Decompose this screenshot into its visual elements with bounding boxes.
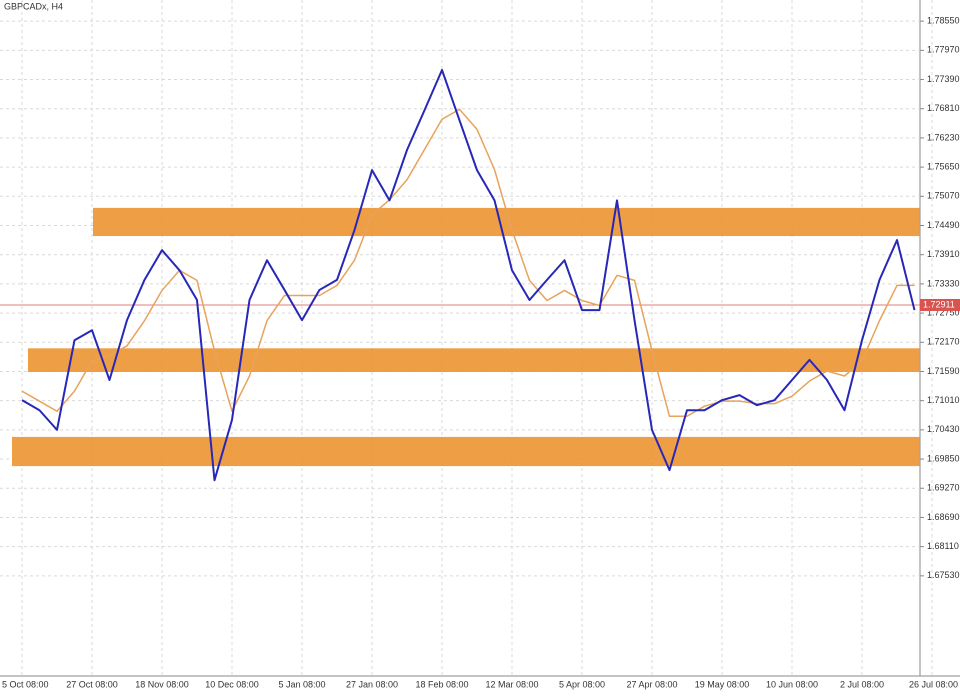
x-tick-label: 10 Jun 08:00 xyxy=(766,679,818,689)
y-tick-label: 1.76230 xyxy=(927,132,960,142)
y-tick-label: 1.72750 xyxy=(927,307,960,317)
y-tick-label: 1.74490 xyxy=(927,220,960,230)
y-tick-label: 1.77970 xyxy=(927,45,960,55)
x-tick-label: 27 Apr 08:00 xyxy=(626,679,677,689)
x-tick-label: 10 Dec 08:00 xyxy=(205,679,259,689)
last-price-label: 1.72911 xyxy=(923,299,955,309)
y-tick-label: 1.77390 xyxy=(927,74,960,84)
y-tick-label: 1.69270 xyxy=(927,483,960,493)
y-tick-label: 1.69850 xyxy=(927,453,960,463)
y-tick-label: 1.78550 xyxy=(927,16,960,26)
x-tick-label: 5 Oct 08:00 xyxy=(2,679,49,689)
x-tick-label: 27 Jan 08:00 xyxy=(346,679,398,689)
y-tick-label: 1.73330 xyxy=(927,278,960,288)
support-resistance-zone xyxy=(28,348,920,372)
y-tick-label: 1.70430 xyxy=(927,424,960,434)
x-tick-label: 2 Jul 08:00 xyxy=(840,679,884,689)
x-tick-label: 19 May 08:00 xyxy=(695,679,750,689)
x-tick-label: 18 Feb 08:00 xyxy=(415,679,468,689)
x-tick-label: 5 Apr 08:00 xyxy=(559,679,605,689)
y-tick-label: 1.72170 xyxy=(927,337,960,347)
price-line xyxy=(21,68,916,482)
x-tick-label: 12 Mar 08:00 xyxy=(485,679,538,689)
y-tick-label: 1.73910 xyxy=(927,249,960,259)
y-tick-label: 1.68110 xyxy=(927,541,959,551)
y-tick-label: 1.71590 xyxy=(927,366,960,376)
y-tick-label: 1.67530 xyxy=(927,570,960,580)
y-tick-label: 1.75650 xyxy=(927,161,960,171)
last-price-box xyxy=(920,298,960,311)
y-tick-label: 1.75070 xyxy=(927,191,960,201)
y-tick-label: 1.76810 xyxy=(927,103,960,113)
x-tick-label: 5 Jan 08:00 xyxy=(278,679,325,689)
chart-title: GBPCADx, H4 xyxy=(4,1,63,11)
x-tick-label: 18 Nov 08:00 xyxy=(135,679,189,689)
support-resistance-zone xyxy=(12,436,920,467)
y-tick-label: 1.68690 xyxy=(927,512,960,522)
x-tick-label: 27 Oct 08:00 xyxy=(66,679,118,689)
x-tick-label: 26 Jul 08:00 xyxy=(909,679,958,689)
y-tick-label: 1.71010 xyxy=(927,395,960,405)
